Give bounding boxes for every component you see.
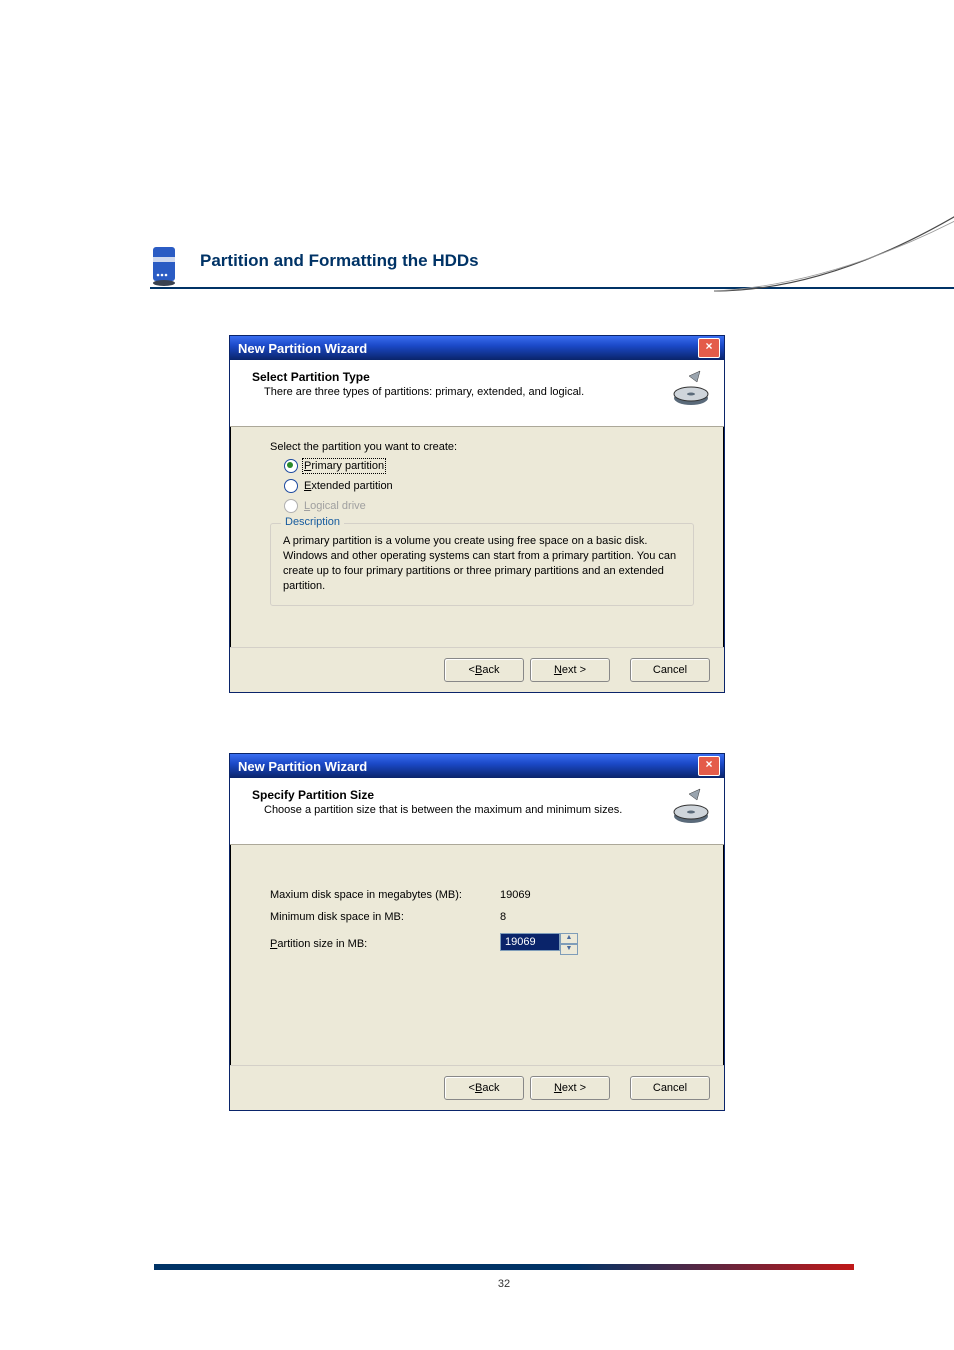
min-space-row: Minimum disk space in MB: 8 bbox=[270, 911, 694, 923]
radio-extended-partition[interactable]: Extended partition bbox=[284, 479, 694, 493]
partition-size-input[interactable] bbox=[500, 933, 560, 951]
min-space-value: 8 bbox=[500, 911, 506, 923]
wizard-header-subtitle: There are three types of partitions: pri… bbox=[264, 386, 654, 398]
radio-logical-drive: Logical drive bbox=[284, 499, 694, 513]
max-space-value: 19069 bbox=[500, 889, 531, 901]
radio-label: Primary partition bbox=[304, 460, 384, 472]
next-button[interactable]: Next > bbox=[530, 1076, 610, 1100]
radio-icon bbox=[284, 459, 298, 473]
button-row: < Back Next > Cancel bbox=[230, 1065, 724, 1110]
titlebar[interactable]: New Partition Wizard × bbox=[230, 754, 724, 778]
group-label: Description bbox=[281, 516, 344, 528]
back-button[interactable]: < Back bbox=[444, 658, 524, 682]
wizard-header-subtitle: Choose a partition size that is between … bbox=[264, 804, 654, 816]
max-space-label: Maxium disk space in megabytes (MB): bbox=[270, 889, 500, 901]
wizard-header: Select Partition Type There are three ty… bbox=[230, 360, 724, 427]
radio-icon bbox=[284, 499, 298, 513]
radio-primary-partition[interactable]: Primary partition bbox=[284, 459, 694, 473]
description-text: A primary partition is a volume you crea… bbox=[283, 534, 681, 593]
dialog-select-partition-type: New Partition Wizard × Select Partition … bbox=[229, 335, 725, 693]
max-space-row: Maxium disk space in megabytes (MB): 190… bbox=[270, 889, 694, 901]
next-button[interactable]: Next > bbox=[530, 658, 610, 682]
prompt-text: Select the partition you want to create: bbox=[270, 441, 694, 453]
back-button[interactable]: < Back bbox=[444, 1076, 524, 1100]
disk-icon bbox=[670, 786, 712, 828]
window-title: New Partition Wizard bbox=[238, 341, 367, 356]
header-swoosh bbox=[714, 205, 954, 295]
disk-icon bbox=[670, 368, 712, 410]
titlebar[interactable]: New Partition Wizard × bbox=[230, 336, 724, 360]
description-group: Description A primary partition is a vol… bbox=[270, 523, 694, 606]
close-icon[interactable]: × bbox=[698, 756, 720, 776]
partition-size-spinner[interactable]: ▲ ▼ bbox=[500, 933, 578, 955]
wizard-header-title: Specify Partition Size bbox=[252, 788, 654, 802]
wizard-header-title: Select Partition Type bbox=[252, 370, 654, 384]
hdd-icon bbox=[150, 245, 184, 287]
wizard-body: Select the partition you want to create:… bbox=[230, 427, 724, 647]
wizard-header: Specify Partition Size Choose a partitio… bbox=[230, 778, 724, 845]
dialog-specify-partition-size: New Partition Wizard × Specify Partition… bbox=[229, 753, 725, 1111]
button-row: < Back Next > Cancel bbox=[230, 647, 724, 692]
section-header: Partition and Formatting the HDDs bbox=[150, 235, 854, 295]
radio-label: Extended partition bbox=[304, 480, 393, 492]
partition-size-row: Partition size in MB: ▲ ▼ bbox=[270, 933, 694, 955]
close-icon[interactable]: × bbox=[698, 338, 720, 358]
radio-label: Logical drive bbox=[304, 500, 366, 512]
window-title: New Partition Wizard bbox=[238, 759, 367, 774]
partition-size-label: Partition size in MB: bbox=[270, 938, 500, 950]
page-footer: 32 bbox=[154, 1264, 854, 1290]
spin-up-icon[interactable]: ▲ bbox=[560, 933, 578, 944]
footer-bar bbox=[154, 1264, 854, 1270]
page-number: 32 bbox=[154, 1278, 854, 1290]
wizard-body: Maxium disk space in megabytes (MB): 190… bbox=[230, 845, 724, 1065]
cancel-button[interactable]: Cancel bbox=[630, 658, 710, 682]
cancel-button[interactable]: Cancel bbox=[630, 1076, 710, 1100]
radio-icon bbox=[284, 479, 298, 493]
min-space-label: Minimum disk space in MB: bbox=[270, 911, 500, 923]
section-title: Partition and Formatting the HDDs bbox=[200, 251, 479, 271]
spin-down-icon[interactable]: ▼ bbox=[560, 944, 578, 955]
